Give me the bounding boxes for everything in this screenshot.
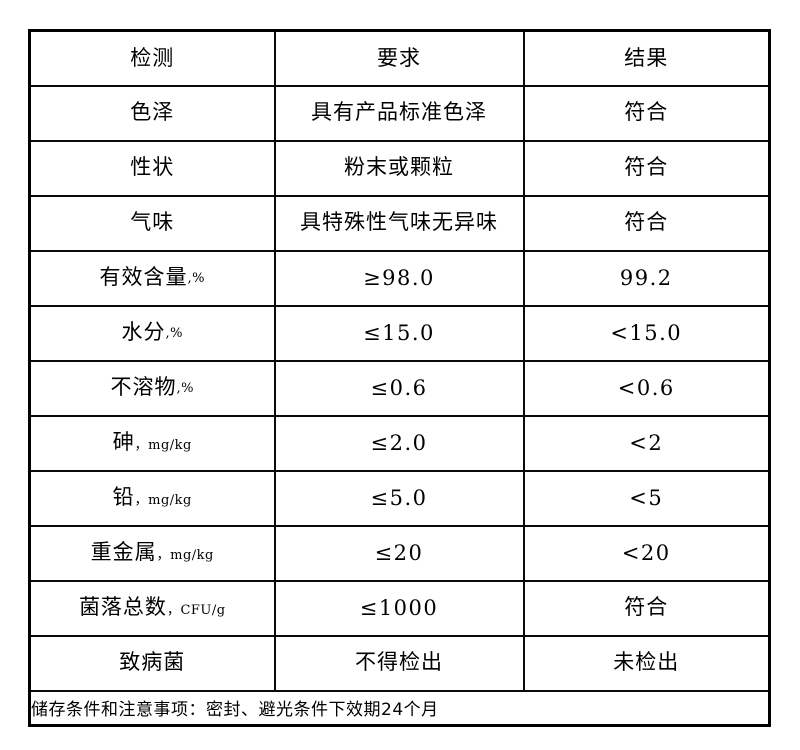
cell-requirement: ≤15.0 <box>273 304 525 362</box>
table-row: 铅，mg/kg ≤5.0 <5 <box>28 469 771 527</box>
result-value: <20 <box>621 541 671 565</box>
cell-result: 符合 <box>522 139 771 197</box>
item-unit: ,% <box>165 325 183 341</box>
cell-requirement: 具有产品标准色泽 <box>273 84 525 142</box>
column-header-result: 结果 <box>522 29 771 87</box>
item-name: 不溶物 <box>110 375 177 400</box>
item-name: 重金属 <box>90 540 157 565</box>
table-row: 不溶物,% ≤0.6 <0.6 <box>28 359 771 417</box>
column-header-item-label: 检测 <box>130 45 175 70</box>
item-unit: ,% <box>176 380 194 396</box>
spec-table-container: 检测 要求 结果 色泽 具有产品标准色泽 符合 性状 粉末或颗粒 <box>28 29 771 727</box>
result-value: 符合 <box>624 210 669 235</box>
requirement-value: ≤5.0 <box>370 486 428 510</box>
requirement-value: ≥98.0 <box>363 266 435 290</box>
table-row: 菌落总数 ，CFU/g ≤1000 符合 <box>28 579 771 637</box>
cell-item: 性状 <box>28 139 276 197</box>
table-row: 致病菌 不得检出 未检出 <box>28 634 771 692</box>
requirement-value: 粉末或颗粒 <box>344 155 454 180</box>
column-header-requirement-label: 要求 <box>377 45 421 70</box>
column-header-requirement: 要求 <box>273 29 525 87</box>
table-footer-row: 储存条件和注意事项：密封、避光条件下效期24个月 <box>28 689 771 727</box>
storage-conditions-cell: 储存条件和注意事项：密封、避光条件下效期24个月 <box>28 689 771 727</box>
cell-result: 符合 <box>522 194 771 252</box>
cell-item: 气味 <box>28 194 276 252</box>
result-value: 符合 <box>624 155 669 180</box>
item-unit: ，mg/kg <box>134 437 192 453</box>
table-header-row: 检测 要求 结果 <box>28 29 771 87</box>
cell-requirement: ≤0.6 <box>273 359 525 417</box>
cell-result: 未检出 <box>522 634 771 692</box>
item-name: 性状 <box>130 155 175 180</box>
item-unit: ，CFU/g <box>166 602 226 618</box>
result-value: <0.6 <box>617 376 675 400</box>
cell-item: 砷，mg/kg <box>28 414 276 472</box>
item-name: 气味 <box>130 210 175 235</box>
item-unit: ，mg/kg <box>156 547 214 563</box>
result-value: 符合 <box>624 595 669 620</box>
requirement-value: ≤20 <box>374 541 424 565</box>
cell-requirement: 粉末或颗粒 <box>273 139 525 197</box>
table-row: 水分,% ≤15.0 <15.0 <box>28 304 771 362</box>
cell-item: 重金属 ，mg/kg <box>28 524 276 582</box>
cell-item: 不溶物,% <box>28 359 276 417</box>
table-row: 气味 具特殊性气味无异味 符合 <box>28 194 771 252</box>
requirement-value: ≤0.6 <box>370 376 428 400</box>
item-name: 菌落总数 <box>78 595 167 620</box>
cell-item: 色泽 <box>28 84 276 142</box>
result-value: 符合 <box>624 100 669 125</box>
requirement-value: 不得检出 <box>355 650 443 675</box>
item-name: 砷 <box>112 430 135 455</box>
result-value: 未检出 <box>613 650 680 675</box>
result-value: <2 <box>629 431 664 455</box>
cell-result: <2 <box>522 414 771 472</box>
cell-result: 99.2 <box>522 249 771 307</box>
requirement-value: ≤2.0 <box>370 431 428 455</box>
result-value: 99.2 <box>619 266 673 290</box>
cell-result: <20 <box>522 524 771 582</box>
product-specification-table: 检测 要求 结果 色泽 具有产品标准色泽 符合 性状 粉末或颗粒 <box>28 29 771 727</box>
cell-requirement: ≤5.0 <box>273 469 525 527</box>
table-row: 色泽 具有产品标准色泽 符合 <box>28 84 771 142</box>
column-header-item: 检测 <box>28 29 276 87</box>
table-row: 性状 粉末或颗粒 符合 <box>28 139 771 197</box>
item-unit: ，mg/kg <box>134 492 192 508</box>
cell-result: 符合 <box>522 579 771 637</box>
item-name: 水分 <box>121 320 166 345</box>
item-name: 色泽 <box>130 100 175 125</box>
result-value: <15.0 <box>610 321 683 345</box>
item-name: 铅 <box>112 485 135 510</box>
item-name: 致病菌 <box>119 650 186 675</box>
cell-requirement: ≤2.0 <box>273 414 525 472</box>
cell-item: 菌落总数 ，CFU/g <box>28 579 276 637</box>
item-unit: ,% <box>187 270 205 286</box>
requirement-value: 具特殊性气味无异味 <box>300 210 498 235</box>
table-row: 砷，mg/kg ≤2.0 <2 <box>28 414 771 472</box>
cell-requirement: 不得检出 <box>273 634 525 692</box>
cell-item: 致病菌 <box>28 634 276 692</box>
storage-conditions-text: 储存条件和注意事项：密封、避光条件下效期24个月 <box>31 700 439 721</box>
requirement-value: ≤15.0 <box>363 321 435 345</box>
cell-result: <15.0 <box>522 304 771 362</box>
cell-item: 水分,% <box>28 304 276 362</box>
cell-requirement: ≥98.0 <box>273 249 525 307</box>
table-row: 重金属 ，mg/kg ≤20 <20 <box>28 524 771 582</box>
column-header-result-label: 结果 <box>624 45 669 70</box>
table-row: 有效含量,% ≥98.0 99.2 <box>28 249 771 307</box>
cell-requirement: 具特殊性气味无异味 <box>273 194 525 252</box>
cell-result: <5 <box>522 469 771 527</box>
cell-requirement: ≤20 <box>273 524 525 582</box>
cell-requirement: ≤1000 <box>273 579 525 637</box>
result-value: <5 <box>629 486 664 510</box>
cell-result: 符合 <box>522 84 771 142</box>
item-name: 有效含量 <box>99 265 188 290</box>
cell-item: 铅，mg/kg <box>28 469 276 527</box>
cell-result: <0.6 <box>522 359 771 417</box>
requirement-value: ≤1000 <box>359 596 439 620</box>
requirement-value: 具有产品标准色泽 <box>311 100 487 125</box>
cell-item: 有效含量,% <box>28 249 276 307</box>
